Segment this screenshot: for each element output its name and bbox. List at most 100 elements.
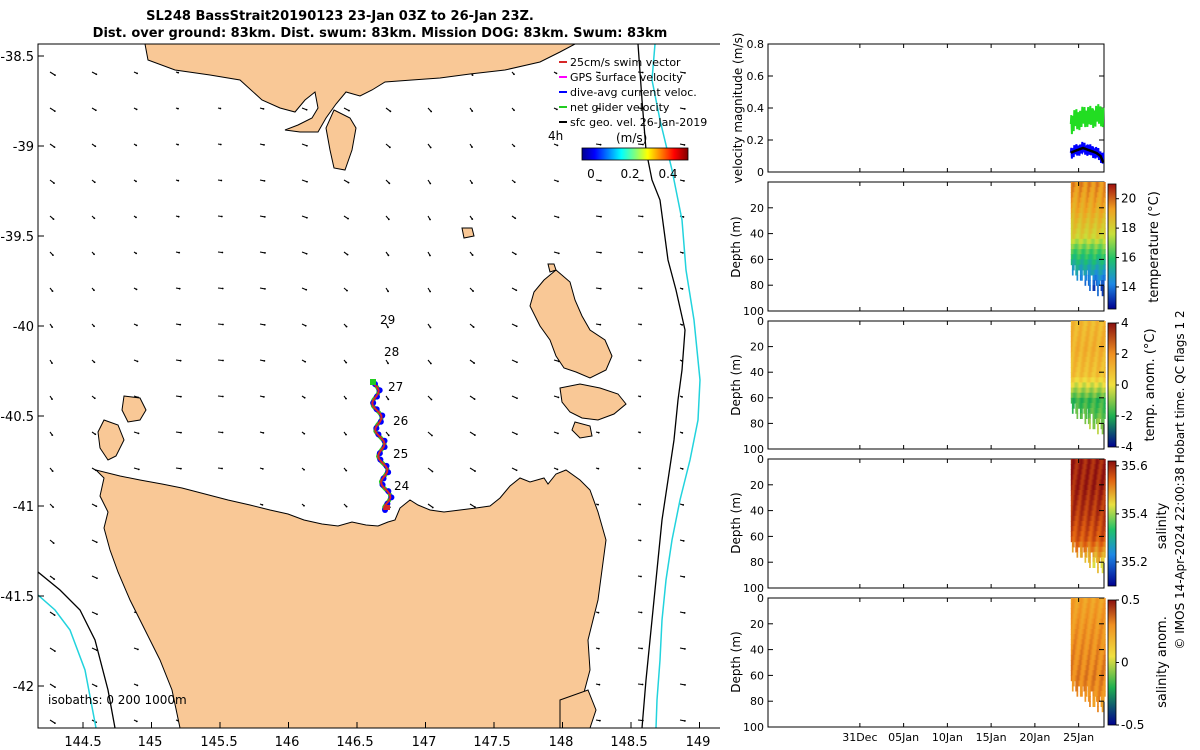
profile-cell: [1104, 362, 1106, 368]
profile-cell: [1100, 690, 1103, 697]
profile-cell: [1083, 546, 1086, 553]
day-label: 28: [384, 345, 399, 359]
profile-cell: [1090, 254, 1092, 260]
profile-cell: [1090, 321, 1092, 327]
profile-cell: [1090, 264, 1092, 271]
profile-cell: [1097, 623, 1099, 630]
profile-cell: [1085, 495, 1088, 501]
velocity-arrow-head: [306, 216, 308, 219]
profile-cell: [1074, 336, 1076, 343]
profile-cell: [1096, 413, 1098, 419]
profile-cell: [1093, 551, 1096, 558]
profile-cell: [1089, 408, 1091, 414]
profile-cell: [1074, 464, 1076, 470]
profile-cell: [1078, 520, 1081, 527]
profile-cell: [1070, 182, 1073, 188]
velocity-arrow-head: [516, 361, 518, 364]
profile-cell: [1084, 202, 1087, 209]
profile-cell: [1102, 670, 1105, 676]
profile-cell: [1073, 346, 1075, 353]
profile-cell: [1083, 670, 1086, 676]
profile-cell: [1102, 474, 1105, 481]
velocity-arrow-head: [429, 326, 432, 329]
profile-cell: [1071, 515, 1074, 522]
profile-cell: [1090, 351, 1092, 358]
profile-cell: [1084, 598, 1087, 604]
profile-cell: [1085, 269, 1088, 276]
profile-cell: [1074, 505, 1076, 512]
profile-cell: [1079, 397, 1082, 404]
profile-cell: [1074, 392, 1076, 399]
profile-cell: [1084, 654, 1087, 661]
profile-cell: [1073, 520, 1075, 527]
profile-cell: [1101, 613, 1104, 620]
tasmania-land: [94, 469, 607, 728]
profile-cell: [1086, 484, 1089, 491]
profile-cell: [1098, 634, 1100, 640]
profile-cell: [1091, 644, 1094, 651]
profile-cell: [1099, 377, 1102, 384]
profile-cell: [1099, 690, 1102, 697]
profile-cell: [1097, 243, 1099, 250]
profile-cell: [1090, 326, 1092, 332]
profile-cell: [1102, 598, 1105, 604]
profile-cell: [1075, 490, 1077, 496]
profile-cell: [1086, 341, 1089, 348]
profile-cell: [1083, 408, 1086, 414]
profile-cell: [1073, 187, 1075, 193]
profile-cell: [1077, 505, 1080, 512]
profile-cell: [1093, 397, 1096, 404]
profile-cell: [1104, 526, 1106, 532]
profile-cell: [1087, 346, 1090, 353]
profile-cell: [1084, 187, 1087, 193]
profile-cell: [1099, 382, 1102, 389]
profile-cell: [1084, 474, 1087, 481]
profile-cell: [1099, 639, 1102, 646]
profile-cell: [1093, 464, 1096, 470]
profile-cell: [1092, 362, 1095, 368]
profile-cell: [1096, 392, 1098, 399]
profile-cell: [1104, 192, 1106, 199]
profile-cell: [1085, 459, 1088, 465]
velocity-arrow-head: [599, 107, 602, 110]
velocity-arrow-head: [600, 251, 602, 254]
profile-cell: [1093, 259, 1096, 266]
profile-cell: [1070, 598, 1073, 604]
profile-cell: [1081, 218, 1083, 224]
profile-cell: [1102, 336, 1105, 343]
profile-cell: [1075, 346, 1077, 353]
velocity-arrow-head: [557, 396, 560, 399]
profile-cell: [1083, 459, 1086, 465]
profile-cell: [1082, 531, 1084, 537]
profile-cell: [1089, 269, 1091, 276]
profile-cell: [1092, 356, 1095, 363]
velocity-arrow-head: [53, 578, 56, 580]
profile-cell: [1104, 197, 1106, 204]
profile-cell: [1097, 228, 1099, 235]
ytick-label: 0: [757, 453, 764, 466]
profile-cell: [1094, 515, 1097, 522]
profile-cell: [1081, 608, 1083, 615]
velocity-arrow-head: [51, 470, 54, 472]
profile-cell: [1092, 541, 1095, 548]
profile-cell: [1100, 603, 1103, 609]
profile-cell: [1084, 280, 1087, 286]
profile-cell: [1090, 202, 1092, 209]
profile-cell: [1087, 608, 1090, 615]
ytick-label: 60: [750, 392, 764, 405]
map-xtick-label: 147.5: [473, 735, 510, 750]
profile-cell: [1091, 351, 1094, 358]
velocity-arrow-head: [346, 253, 349, 256]
profile-cell: [1089, 187, 1091, 193]
profile-cell: [1092, 639, 1095, 646]
profile-cell: [1101, 510, 1104, 517]
profile-cell: [1082, 629, 1084, 635]
profile-cell: [1082, 259, 1084, 266]
profile-cell: [1083, 197, 1086, 204]
profile-cell: [1081, 490, 1083, 496]
velocity-arrow-head: [682, 216, 685, 218]
profile-cell: [1102, 469, 1105, 476]
profile-cell: [1093, 531, 1096, 537]
profile-cell: [1086, 326, 1089, 332]
phillip-island: [325, 109, 357, 171]
